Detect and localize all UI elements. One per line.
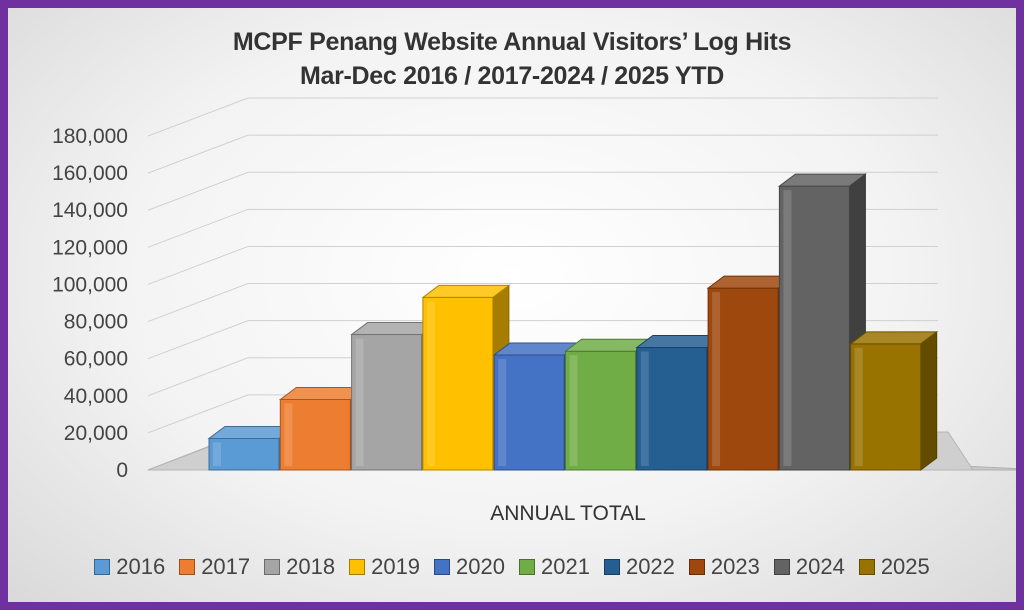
legend-swatch bbox=[688, 559, 705, 575]
legend-swatch bbox=[603, 559, 620, 575]
legend-label: 2021 bbox=[541, 554, 590, 579]
legend-item-2020: 2020 bbox=[434, 554, 505, 580]
legend-item-2021: 2021 bbox=[519, 554, 590, 580]
legend-label: 2019 bbox=[371, 554, 421, 579]
gridline bbox=[147, 171, 938, 211]
y-tick-label: 40,000 bbox=[64, 385, 128, 408]
y-tick-label: 180,000 bbox=[52, 125, 128, 148]
legend-swatch bbox=[858, 559, 875, 575]
legend-label: 2017 bbox=[201, 554, 251, 579]
gridline bbox=[147, 283, 938, 323]
chart-plot: 0 20,000 40,000 60,000 80,000 100,000 120,000 1… bbox=[52, 97, 1016, 525]
chart-subtitle: Mar-Dec 2016 / 2017-2024 / 2025 YTD bbox=[299, 62, 725, 90]
legend-swatch bbox=[179, 559, 196, 575]
y-tick-label: 20,000 bbox=[64, 422, 128, 445]
y-tick-label: 120,000 bbox=[52, 236, 128, 259]
legend-item-2016: 2016 bbox=[94, 554, 165, 580]
bar-highlight-2023 bbox=[712, 292, 721, 466]
legend-label: 2022 bbox=[625, 554, 675, 579]
legend-label: 2016 bbox=[116, 554, 166, 579]
bar-top-2019 bbox=[421, 284, 511, 298]
y-tick-label: 140,000 bbox=[52, 199, 128, 222]
y-tick-label: 100,000 bbox=[52, 273, 128, 296]
chart-frame: MCPF Penang Website Annual Visitors’ Log… bbox=[8, 8, 1016, 602]
bar-highlight-2016 bbox=[213, 442, 221, 466]
gridline bbox=[147, 245, 938, 285]
legend-label: 2018 bbox=[286, 554, 336, 579]
bar-side-2025 bbox=[920, 330, 938, 471]
bar-highlight-2024 bbox=[783, 190, 792, 466]
legend-swatch bbox=[773, 559, 790, 575]
chart-legend: 2016 2017 2018 2019 2020 2021 2022 2023 2024 2025 bbox=[8, 554, 1016, 580]
bar-top-2024 bbox=[777, 173, 867, 187]
chart-title: MCPF Penang Website Annual Visitors’ Log… bbox=[232, 28, 792, 56]
bar-highlight-2017 bbox=[284, 403, 293, 466]
bar-highlight-2025 bbox=[854, 347, 863, 466]
gridline bbox=[147, 134, 938, 174]
legend-label: 2020 bbox=[456, 554, 505, 579]
y-tick-label: 60,000 bbox=[64, 348, 128, 371]
gridline bbox=[147, 208, 938, 248]
legend-label: 2025 bbox=[880, 554, 930, 579]
legend-swatch bbox=[519, 559, 535, 575]
y-tick-label: 160,000 bbox=[52, 162, 128, 185]
y-tick-label: 0 bbox=[116, 459, 128, 482]
legend-item-2025: 2025 bbox=[858, 554, 930, 580]
legend-item-2022: 2022 bbox=[603, 554, 675, 580]
bar-highlight-2018 bbox=[355, 338, 364, 466]
legend-item-2019: 2019 bbox=[349, 554, 420, 580]
bar-top-2025 bbox=[849, 331, 939, 345]
y-tick-label: 80,000 bbox=[64, 311, 128, 334]
legend-swatch bbox=[349, 559, 366, 575]
legend-item-2017: 2017 bbox=[179, 554, 250, 580]
x-axis-label: ANNUAL TOTAL bbox=[490, 502, 646, 525]
legend-label: 2024 bbox=[795, 554, 845, 579]
legend-swatch bbox=[264, 559, 281, 575]
gridline bbox=[147, 97, 938, 137]
legend-item-2024: 2024 bbox=[773, 554, 845, 580]
legend-item-2018: 2018 bbox=[264, 554, 335, 580]
legend-item-2023: 2023 bbox=[688, 554, 760, 580]
bar-highlight-2022 bbox=[640, 351, 649, 466]
legend-swatch bbox=[94, 559, 111, 575]
legend-label: 2023 bbox=[710, 554, 760, 579]
legend-swatch bbox=[434, 559, 451, 575]
bar-highlight-2021 bbox=[569, 355, 578, 466]
bar-highlight-2019 bbox=[426, 301, 435, 466]
bar-highlight-2020 bbox=[498, 358, 507, 466]
